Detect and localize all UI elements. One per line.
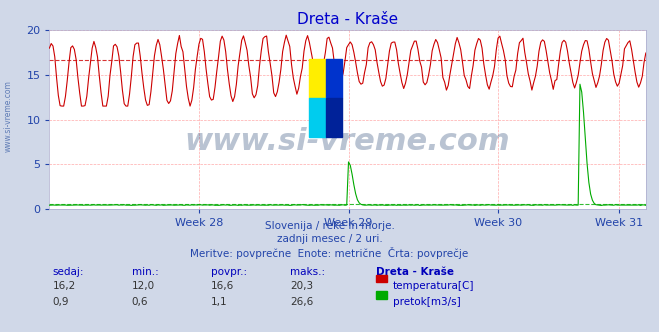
Text: 1,1: 1,1 xyxy=(211,297,227,307)
Title: Dreta - Kraše: Dreta - Kraše xyxy=(297,12,398,27)
Text: www.si-vreme.com: www.si-vreme.com xyxy=(185,126,511,155)
Text: 12,0: 12,0 xyxy=(132,281,155,290)
Text: Dreta - Kraše: Dreta - Kraše xyxy=(376,267,453,277)
Bar xyxy=(309,98,326,137)
Text: maks.:: maks.: xyxy=(290,267,325,277)
Text: povpr.:: povpr.: xyxy=(211,267,247,277)
Text: sedaj:: sedaj: xyxy=(53,267,84,277)
Bar xyxy=(326,58,342,98)
Text: 16,2: 16,2 xyxy=(53,281,76,290)
Text: www.si-vreme.com: www.si-vreme.com xyxy=(4,80,13,152)
Bar xyxy=(326,98,342,137)
Text: 26,6: 26,6 xyxy=(290,297,313,307)
Bar xyxy=(309,58,326,98)
Text: Meritve: povprečne  Enote: metrične  Črta: povprečje: Meritve: povprečne Enote: metrične Črta:… xyxy=(190,247,469,259)
Text: pretok[m3/s]: pretok[m3/s] xyxy=(393,297,461,307)
Text: 20,3: 20,3 xyxy=(290,281,313,290)
Text: temperatura[C]: temperatura[C] xyxy=(393,281,474,290)
Text: 0,6: 0,6 xyxy=(132,297,148,307)
Text: 16,6: 16,6 xyxy=(211,281,234,290)
Text: zadnji mesec / 2 uri.: zadnji mesec / 2 uri. xyxy=(277,234,382,244)
Text: 0,9: 0,9 xyxy=(53,297,69,307)
Text: min.:: min.: xyxy=(132,267,159,277)
Text: Slovenija / reke in morje.: Slovenija / reke in morje. xyxy=(264,221,395,231)
